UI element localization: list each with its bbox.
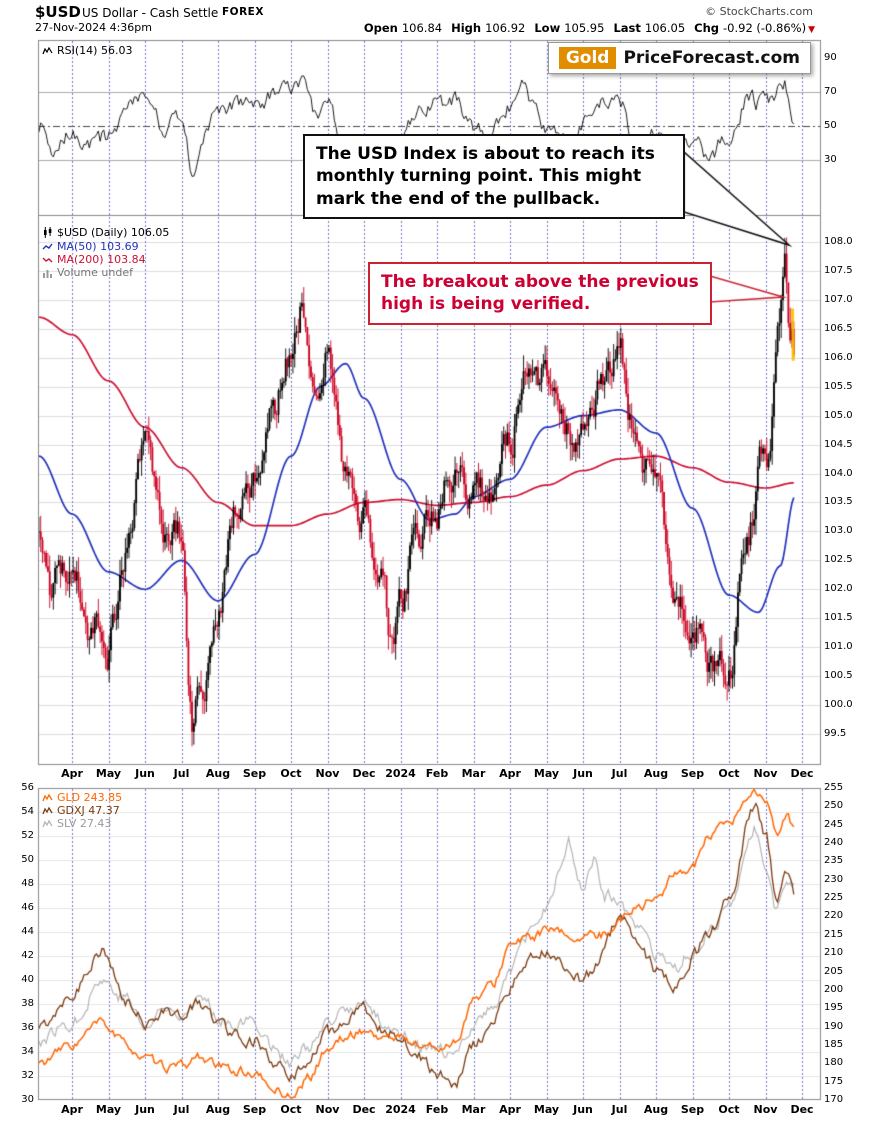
quote-value: 106.92 <box>485 21 526 35</box>
slv-legend: SLV 27.43 <box>42 817 111 830</box>
rsi-line-icon <box>42 46 53 54</box>
quote-value: 106.05 <box>644 21 686 35</box>
gld-legend: GLD 243.85 <box>42 791 122 804</box>
logo-site-text: PriceForecast.com <box>623 48 800 68</box>
chart-datetime: 27-Nov-2024 4:36pm <box>35 21 152 34</box>
symbol-exchange: FOREX <box>222 6 264 18</box>
main-symbol-legend-label: $USD (Daily) 106.05 <box>57 226 170 239</box>
quote-value: 105.95 <box>564 21 605 35</box>
volume-bars-icon <box>43 269 52 278</box>
gdxj-line-icon <box>42 806 53 814</box>
slv-legend-label: SLV 27.43 <box>57 817 112 830</box>
ma200-legend-label: MA(200) 103.84 <box>57 253 146 266</box>
ma50-legend-label: MA(50) 103.69 <box>57 240 139 253</box>
goldpriceforecast-logo[interactable]: Gold PriceForecast.com <box>547 42 811 74</box>
volume-legend: Volume undef <box>42 266 133 279</box>
slv-line-icon <box>42 819 53 827</box>
quote-bar: Open 106.84 High 106.92 Low 105.95 Last 106.05 C… <box>355 21 815 35</box>
ma200-line-icon <box>42 257 53 262</box>
gld-legend-label: GLD 243.85 <box>57 791 123 804</box>
ma50-legend: MA(50) 103.69 <box>42 240 139 253</box>
annotation-turning-point: The USD Index is about to reach its mont… <box>303 134 685 220</box>
quote-label: Open <box>363 21 398 35</box>
quote-value: -0.92 (-0.86%) <box>723 21 807 35</box>
ma200-legend: MA(200) 103.84 <box>42 253 146 266</box>
rsi-legend-label: RSI(14) 56.03 <box>57 44 133 57</box>
volume-legend-label: Volume undef <box>57 266 133 279</box>
stockcharts-copyright-link[interactable]: © StockCharts.com <box>705 5 813 18</box>
logo-gold-badge: Gold <box>558 47 617 69</box>
gdxj-legend: GDXJ 47.37 <box>42 804 120 817</box>
gld-line-icon <box>42 793 53 801</box>
rsi-legend: RSI(14) 56.03 <box>42 44 132 57</box>
quote-label: Low <box>534 21 561 35</box>
symbol: $USD <box>35 3 81 21</box>
change-down-icon: ▼ <box>808 25 815 35</box>
quote-label: Last <box>613 21 641 35</box>
quote-value: 106.84 <box>401 21 443 35</box>
main-symbol-legend: $USD (Daily) 106.05 <box>42 226 169 239</box>
candlestick-icon <box>44 227 52 238</box>
ma50-line-icon <box>42 243 53 249</box>
quote-label: High <box>451 21 482 35</box>
annotation-breakout: The breakout above the previous high is … <box>368 262 712 325</box>
gdxj-legend-label: GDXJ 47.37 <box>57 804 120 817</box>
quote-label: Chg <box>694 21 719 35</box>
symbol-name: US Dollar - Cash Settle <box>82 6 219 20</box>
